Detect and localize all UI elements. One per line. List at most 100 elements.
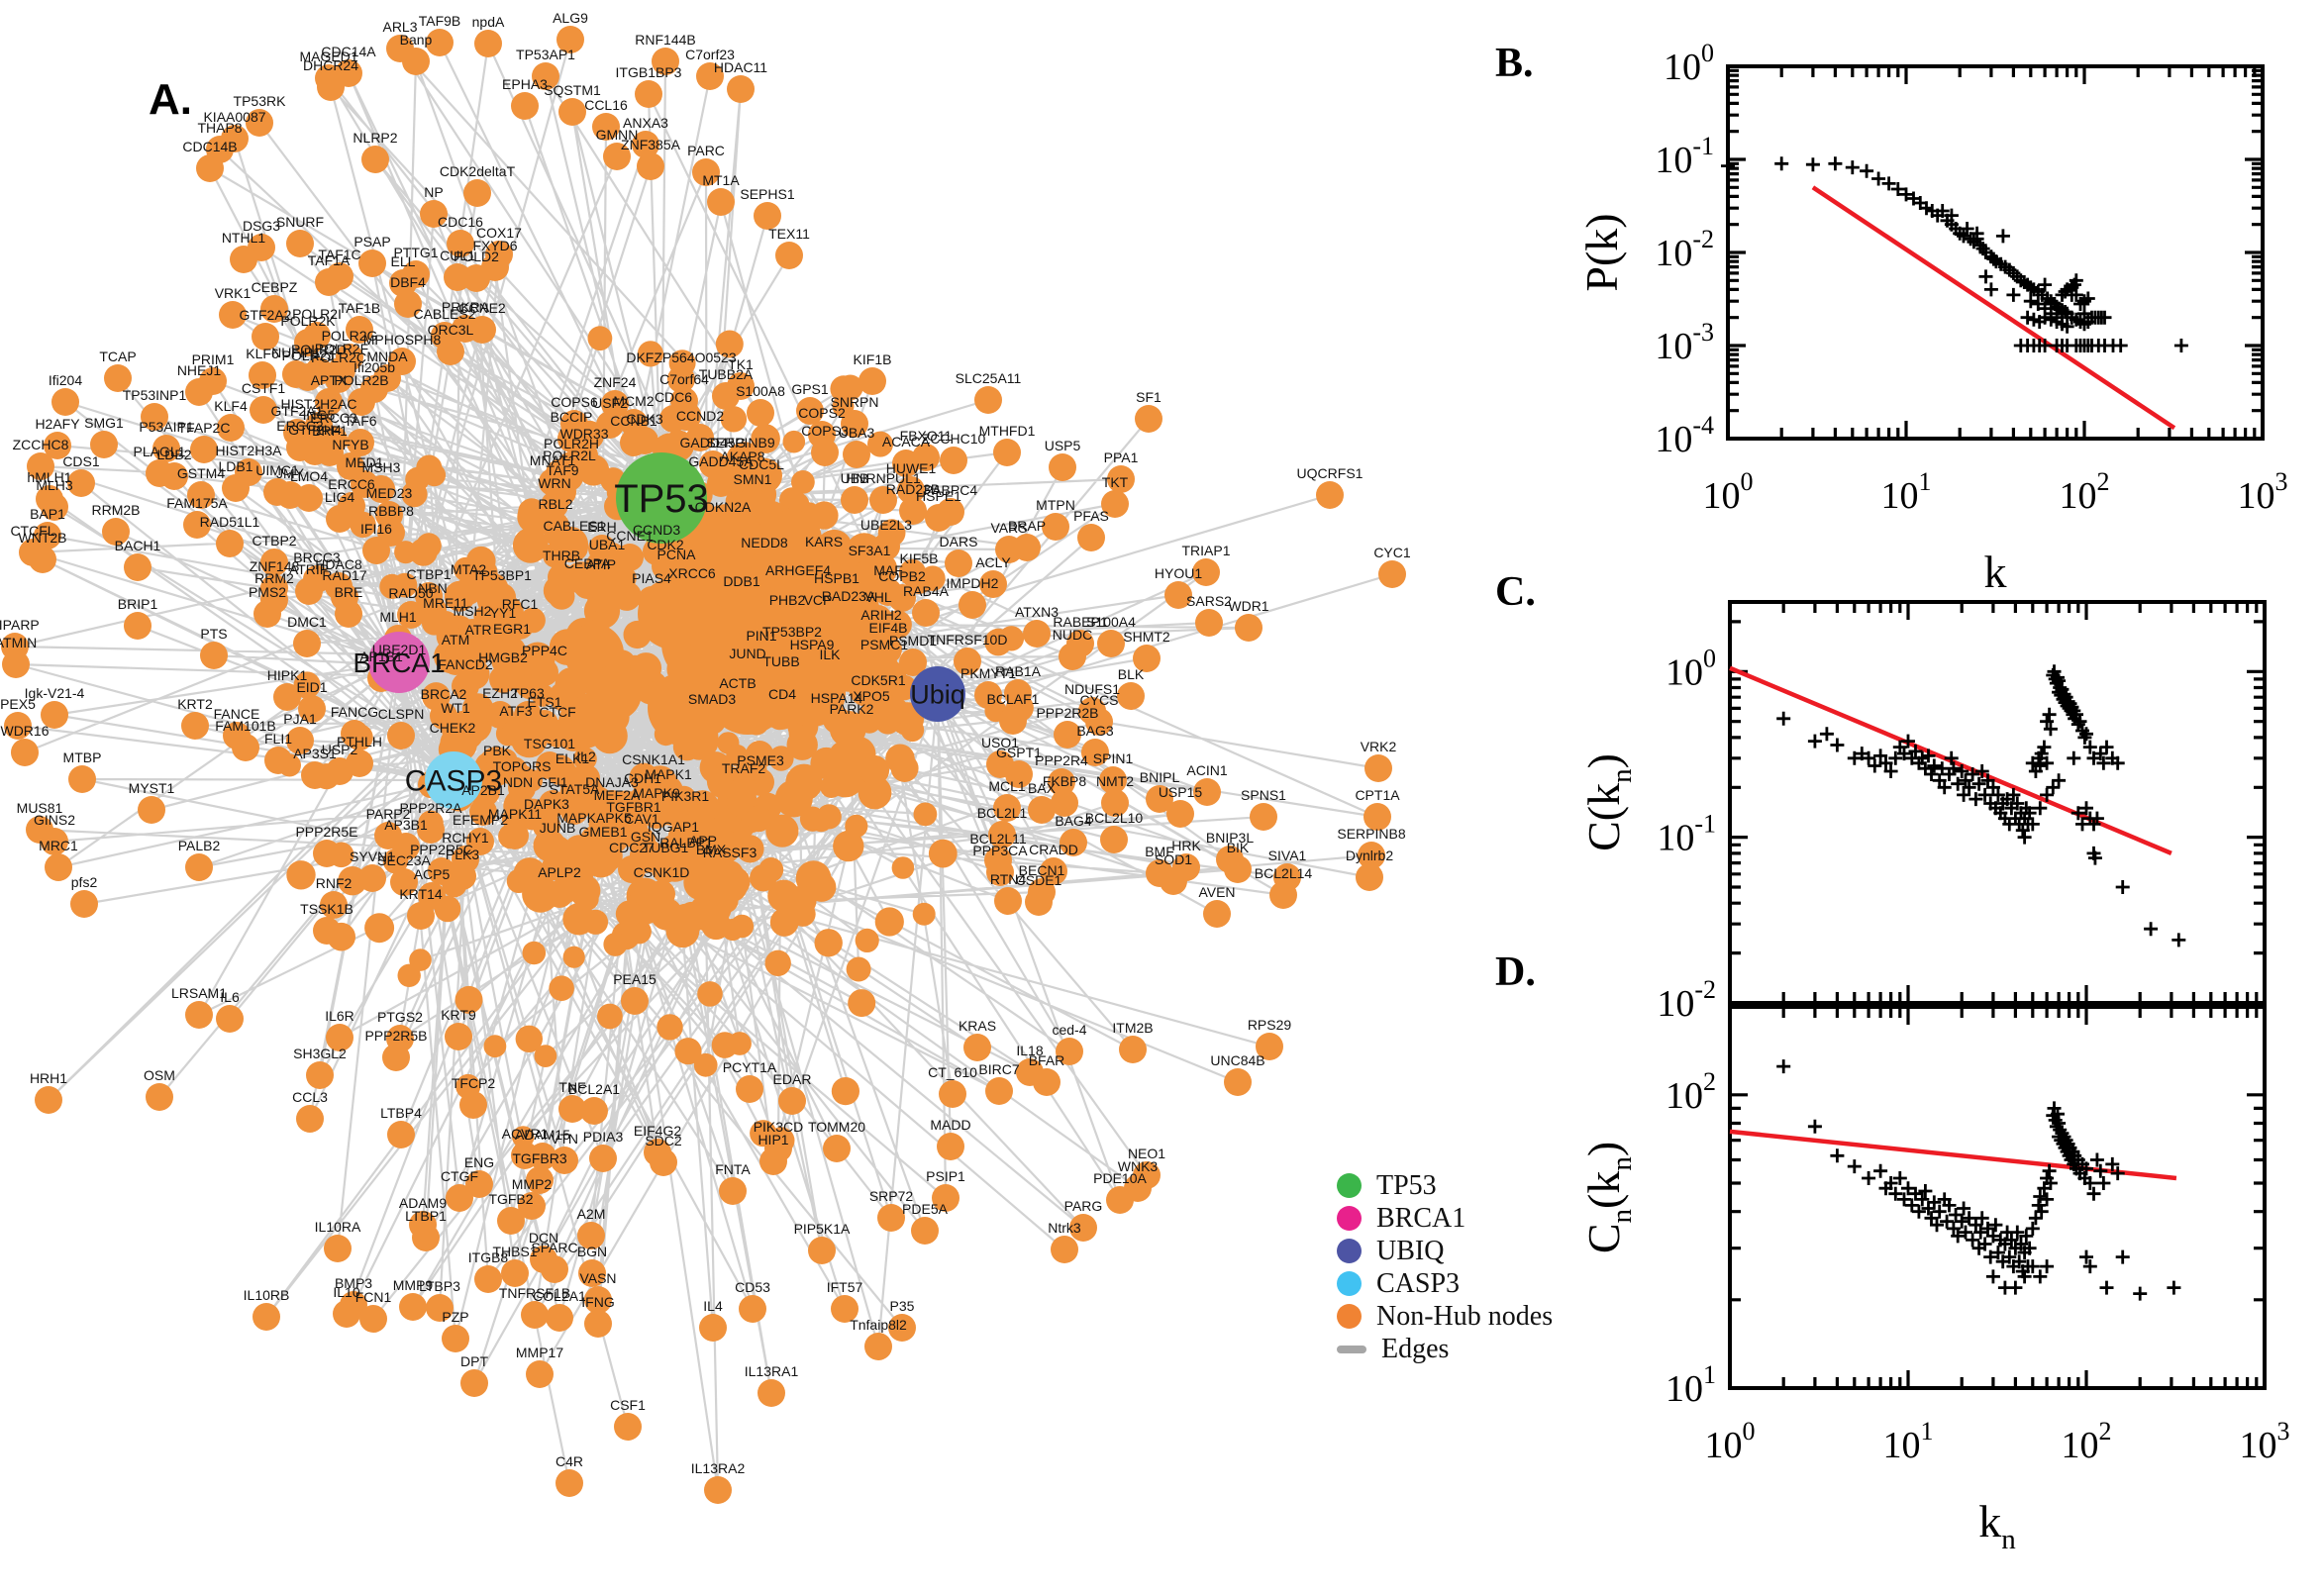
svg-text:PHB2: PHB2 xyxy=(769,592,806,608)
svg-text:Dynlrb2: Dynlrb2 xyxy=(1346,848,1393,863)
svg-text:MLH1: MLH1 xyxy=(379,609,417,625)
svg-text:MLH3: MLH3 xyxy=(36,477,73,493)
svg-text:UBA3: UBA3 xyxy=(839,425,875,441)
svg-text:100: 100 xyxy=(1703,467,1754,517)
svg-text:DHCR24: DHCR24 xyxy=(303,57,358,73)
svg-text:k: k xyxy=(1984,547,2007,597)
svg-text:NDN: NDN xyxy=(503,774,533,790)
svg-text:CD53: CD53 xyxy=(735,1279,770,1295)
svg-text:ZCCHC8: ZCCHC8 xyxy=(13,437,69,452)
svg-text:IMPDH2: IMPDH2 xyxy=(947,575,999,591)
svg-text:MED23: MED23 xyxy=(366,485,413,501)
svg-text:AP1B1: AP1B1 xyxy=(359,648,403,664)
svg-text:GINS2: GINS2 xyxy=(34,812,75,828)
svg-text:TIPARP: TIPARP xyxy=(0,617,40,633)
svg-text:NUDC: NUDC xyxy=(1053,627,1092,643)
legend-item-brca1: BRCA1 xyxy=(1337,1202,1553,1235)
fit-line xyxy=(1729,1129,2177,1181)
node-swatch-icon xyxy=(1337,1239,1362,1263)
hub-node-tp53 xyxy=(616,452,707,544)
svg-text:BCL2A1: BCL2A1 xyxy=(568,1081,620,1097)
svg-text:ATR: ATR xyxy=(465,622,492,638)
svg-text:CLSPN: CLSPN xyxy=(378,706,425,722)
svg-text:ACTB: ACTB xyxy=(719,675,756,691)
svg-text:TGFB2: TGFB2 xyxy=(488,1191,533,1207)
svg-text:CSDE1: CSDE1 xyxy=(1016,872,1062,888)
svg-text:npdA: npdA xyxy=(472,14,505,30)
svg-text:SQSTM1: SQSTM1 xyxy=(544,82,601,98)
svg-text:NBN: NBN xyxy=(418,580,448,596)
svg-text:PPP3CA: PPP3CA xyxy=(972,843,1028,858)
svg-text:FCN1: FCN1 xyxy=(355,1289,392,1305)
svg-text:FAM175A: FAM175A xyxy=(166,495,228,511)
svg-text:Ntrk3: Ntrk3 xyxy=(1048,1220,1081,1236)
node-swatch-icon xyxy=(1337,1304,1362,1329)
svg-text:CEBPA: CEBPA xyxy=(564,555,611,571)
svg-text:A2M: A2M xyxy=(577,1206,606,1222)
svg-text:DBF4: DBF4 xyxy=(390,274,426,290)
svg-text:Tnfaip8l2: Tnfaip8l2 xyxy=(850,1317,907,1333)
edge-swatch-icon xyxy=(1337,1345,1366,1353)
svg-text:PPP2R5C: PPP2R5C xyxy=(410,842,473,857)
svg-text:CSF1: CSF1 xyxy=(610,1397,646,1413)
svg-text:BAP1: BAP1 xyxy=(30,506,65,522)
svg-text:TFAP2C: TFAP2C xyxy=(178,420,231,436)
svg-text:AP3S1: AP3S1 xyxy=(293,746,337,761)
svg-text:BRE: BRE xyxy=(335,584,363,600)
svg-text:SEPHS1: SEPHS1 xyxy=(740,186,794,202)
svg-text:NHEJ1: NHEJ1 xyxy=(177,362,222,378)
svg-text:EFEMP2: EFEMP2 xyxy=(453,812,508,828)
svg-text:WNK3: WNK3 xyxy=(1118,1158,1159,1174)
svg-text:CDC27: CDC27 xyxy=(609,840,655,855)
svg-text:SMAD3: SMAD3 xyxy=(688,691,736,707)
svg-text:GSTM4: GSTM4 xyxy=(177,465,225,481)
svg-text:AVEN: AVEN xyxy=(1198,884,1235,900)
scatter-points xyxy=(1776,1059,2181,1301)
svg-text:ELL: ELL xyxy=(391,253,416,269)
svg-text:PSIP1: PSIP1 xyxy=(926,1168,965,1184)
svg-text:HUWE1: HUWE1 xyxy=(886,460,937,476)
svg-text:PPP2R5E: PPP2R5E xyxy=(295,824,357,840)
svg-text:SF3A1: SF3A1 xyxy=(849,543,891,558)
svg-text:WDR33: WDR33 xyxy=(559,426,608,442)
svg-text:CSNK1A1: CSNK1A1 xyxy=(622,751,685,767)
svg-text:JMY: JMY xyxy=(276,465,305,481)
svg-text:TRAF2: TRAF2 xyxy=(722,760,766,776)
svg-text:TNF: TNF xyxy=(558,1079,585,1095)
svg-text:EID1: EID1 xyxy=(296,679,327,695)
svg-text:RAD51L1: RAD51L1 xyxy=(200,514,260,530)
legend-item-casp3: CASP3 xyxy=(1337,1267,1553,1300)
svg-text:BAX: BAX xyxy=(1028,780,1057,796)
svg-text:102: 102 xyxy=(2062,1417,2112,1466)
svg-text:CEBPZ: CEBPZ xyxy=(252,279,298,295)
svg-text:SARS2: SARS2 xyxy=(1186,593,1232,609)
svg-text:CCNE1: CCNE1 xyxy=(606,528,654,544)
svg-text:IL10RB: IL10RB xyxy=(244,1287,290,1303)
svg-text:SNRPN: SNRPN xyxy=(830,394,878,410)
svg-text:PPA1: PPA1 xyxy=(1104,449,1139,465)
svg-text:CDH1: CDH1 xyxy=(624,770,661,786)
svg-text:SMG1: SMG1 xyxy=(84,415,124,431)
svg-text:FAM101B: FAM101B xyxy=(215,718,275,734)
svg-text:FNTA: FNTA xyxy=(715,1161,751,1177)
svg-text:YY1: YY1 xyxy=(490,605,517,621)
svg-text:AKAP8: AKAP8 xyxy=(720,449,764,464)
svg-text:PIN1: PIN1 xyxy=(746,628,776,644)
svg-text:EZH2: EZH2 xyxy=(482,685,518,701)
svg-text:UNC84B: UNC84B xyxy=(1210,1052,1264,1068)
svg-text:EIF4G2: EIF4G2 xyxy=(634,1123,681,1139)
svg-text:POLD2: POLD2 xyxy=(454,249,499,264)
svg-text:CRADD: CRADD xyxy=(1029,842,1078,857)
legend-item-edges: Edges xyxy=(1337,1333,1553,1365)
svg-text:GFI1: GFI1 xyxy=(537,774,567,790)
svg-text:MTPN: MTPN xyxy=(1036,497,1075,513)
network-hubs xyxy=(368,452,965,809)
svg-text:ARIH2: ARIH2 xyxy=(860,607,901,623)
svg-text:BRCA2: BRCA2 xyxy=(421,686,467,702)
svg-text:COPB2: COPB2 xyxy=(878,568,926,584)
svg-text:CPT1A: CPT1A xyxy=(1355,787,1400,803)
svg-text:EPHA3: EPHA3 xyxy=(502,76,548,92)
